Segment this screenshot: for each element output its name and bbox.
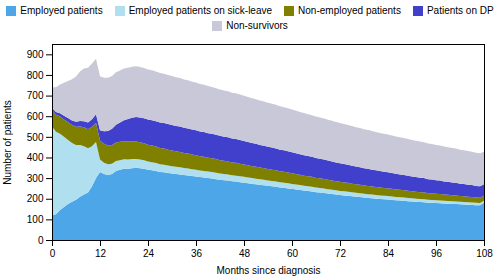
svg-text:84: 84	[383, 248, 395, 259]
svg-text:48: 48	[239, 248, 251, 259]
svg-text:600: 600	[27, 111, 44, 122]
svg-text:36: 36	[191, 248, 203, 259]
svg-text:Number of patients: Number of patients	[2, 100, 13, 185]
html-text:Non-survivors: Non-survivors	[226, 20, 288, 31]
html-text:Patients on DP: Patients on DP	[426, 5, 494, 16]
svg-text:72: 72	[335, 248, 347, 259]
svg-text:96: 96	[431, 248, 443, 259]
html-text:Non-employed patients: Non-employed patients	[298, 5, 401, 16]
svg-text:200: 200	[27, 193, 44, 204]
html-text:Employed patients: Employed patients	[20, 5, 103, 16]
svg-text:900: 900	[27, 49, 44, 60]
svg-text:Months since diagnosis: Months since diagnosis	[217, 265, 321, 276]
svg-text:0: 0	[38, 235, 44, 246]
svg-text:0: 0	[50, 248, 56, 259]
svg-text:24: 24	[143, 248, 155, 259]
html-text:Employed patients on sick-leav: Employed patients on sick-leave	[128, 5, 273, 16]
svg-text:108: 108	[476, 248, 493, 259]
svg-text:12: 12	[95, 248, 107, 259]
svg-text:400: 400	[27, 152, 44, 163]
svg-text:800: 800	[27, 70, 44, 81]
svg-text:500: 500	[27, 132, 44, 143]
svg-text:700: 700	[27, 90, 44, 101]
svg-text:300: 300	[27, 173, 44, 184]
svg-text:60: 60	[287, 248, 299, 259]
svg-text:100: 100	[27, 214, 44, 225]
